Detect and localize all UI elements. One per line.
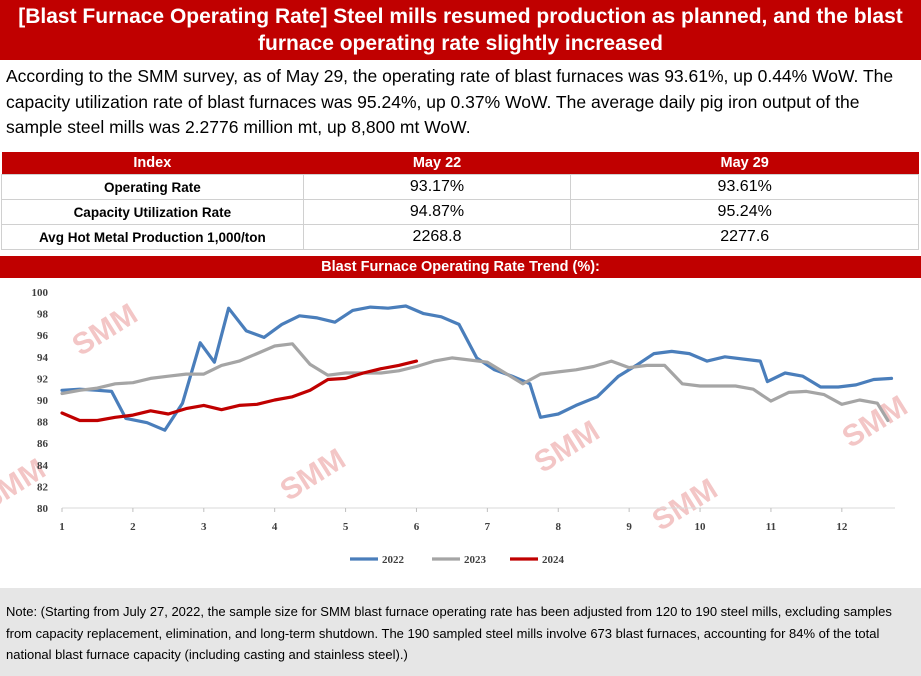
y-tick-label: 80 [37, 503, 49, 515]
x-tick-label: 2 [130, 521, 136, 533]
table-cell-value: 94.87% [302, 199, 572, 225]
table-row: Capacity Utilization Rate 94.87% 95.24% [1, 199, 919, 225]
chart-title: Blast Furnace Operating Rate Trend (%): [0, 256, 921, 278]
table-row: Avg Hot Metal Production 1,000/ton 2268.… [1, 224, 919, 250]
table-header-may22: May 22 [303, 152, 571, 175]
index-table: Index May 22 May 29 Operating Rate 93.17… [1, 152, 919, 250]
y-tick-label: 86 [37, 438, 49, 450]
y-tick-label: 96 [37, 330, 49, 342]
table-cell-label: Avg Hot Metal Production 1,000/ton [1, 224, 304, 250]
table-header-may29: May 29 [570, 152, 919, 175]
watermark-logo: SMM [275, 442, 352, 507]
x-tick-label: 10 [695, 521, 707, 533]
y-tick-label: 82 [37, 481, 49, 493]
legend-label-2024: 2024 [542, 554, 565, 566]
y-tick-label: 92 [37, 373, 49, 385]
y-tick-label: 90 [37, 395, 49, 407]
table-row: Operating Rate 93.17% 93.61% [1, 174, 919, 200]
y-tick-label: 84 [37, 460, 49, 472]
x-tick-label: 5 [343, 521, 349, 533]
table-cell-value: 2268.8 [302, 224, 572, 250]
table-header-index: Index [1, 152, 304, 175]
x-tick-label: 4 [272, 521, 278, 533]
table-cell-value: 93.61% [570, 174, 919, 200]
table-header-row: Index May 22 May 29 [1, 152, 919, 175]
series-line-2023 [60, 342, 890, 423]
x-tick-label: 6 [414, 521, 420, 533]
table-cell-label: Capacity Utilization Rate [1, 199, 304, 225]
x-tick-label: 7 [485, 521, 491, 533]
series-line-2022 [60, 304, 894, 432]
watermark-logo: SMM [67, 297, 144, 362]
summary-text: According to the SMM survey, as of May 2… [6, 66, 894, 137]
x-tick-label: 12 [836, 521, 848, 533]
table-cell-value: 2277.6 [570, 224, 919, 250]
legend-label-2022: 2022 [382, 554, 405, 566]
watermark-logo: SMM [647, 472, 724, 537]
x-tick-label: 8 [556, 521, 562, 533]
watermark-logo: SMM [837, 389, 914, 454]
x-tick-label: 9 [626, 521, 632, 533]
series-line-2024 [60, 359, 419, 423]
x-tick-label: 1 [59, 521, 65, 533]
x-tick-label: 3 [201, 521, 207, 533]
footnote: Note: (Starting from July 27, 2022, the … [0, 588, 921, 676]
table-cell-label: Operating Rate [1, 174, 304, 200]
x-tick-label: 11 [766, 521, 776, 533]
legend-label-2023: 2023 [464, 554, 487, 566]
y-tick-label: 98 [37, 309, 49, 321]
table-cell-value: 93.17% [302, 174, 572, 200]
y-tick-label: 94 [37, 352, 49, 364]
y-tick-label: 88 [37, 417, 49, 429]
page-title: [Blast Furnace Operating Rate] Steel mil… [0, 0, 921, 60]
table-cell-value: 95.24% [570, 199, 919, 225]
watermark-logo: SMM [529, 414, 606, 479]
y-tick-label: 100 [32, 287, 49, 299]
